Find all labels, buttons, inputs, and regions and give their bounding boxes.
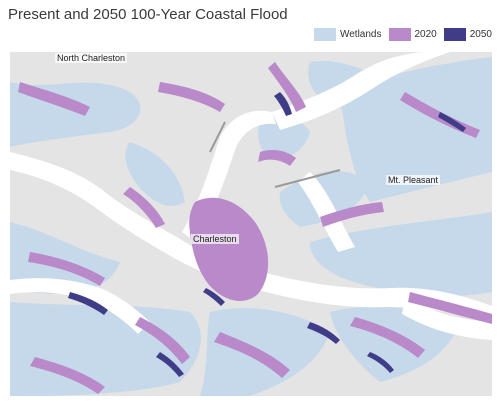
flood-2050-areas	[68, 92, 466, 377]
legend-swatch-2050	[443, 28, 466, 41]
place-label-mt-pleasant: Mt. Pleasant	[386, 175, 441, 185]
legend-item-2020: 2020	[388, 28, 437, 41]
legend-label-2020: 2020	[414, 29, 437, 40]
flood-map-canvas	[10, 52, 492, 396]
legend-swatch-2020	[388, 28, 411, 41]
legend-label-2050: 2050	[469, 29, 492, 40]
legend-item-2050: 2050	[443, 28, 492, 41]
bridges	[209, 121, 341, 188]
map-title: Present and 2050 100-Year Coastal Flood	[8, 6, 288, 23]
legend-item-wetlands: Wetlands	[313, 28, 382, 41]
place-label-north-charleston: North Charleston	[55, 53, 128, 63]
legend-label-wetlands: Wetlands	[339, 29, 382, 40]
map-legend: Wetlands 2020 2050	[313, 28, 492, 41]
place-label-charleston: Charleston	[191, 234, 239, 244]
legend-swatch-wetlands	[313, 28, 336, 41]
flood-map: North Charleston Charleston Mt. Pleasant	[10, 52, 492, 396]
